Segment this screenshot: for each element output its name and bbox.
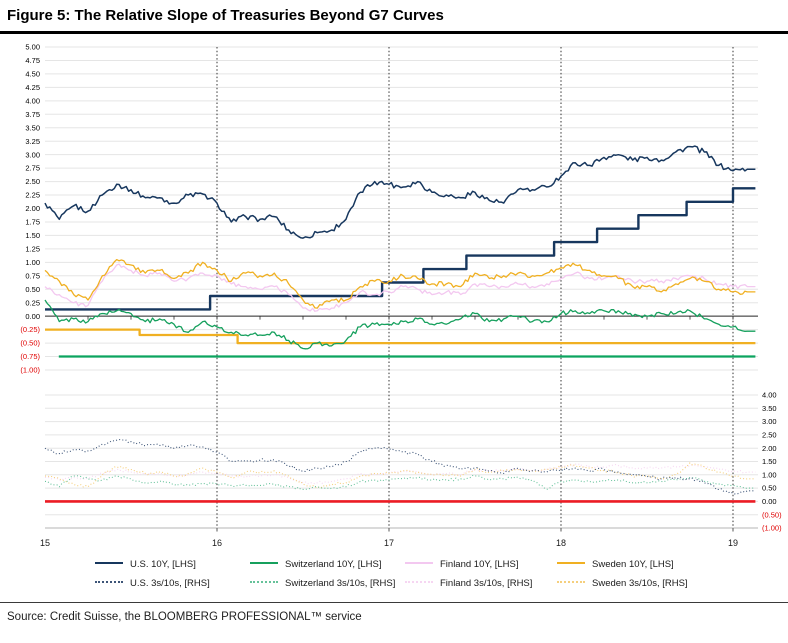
legend-swatch — [405, 562, 433, 564]
year-gridlines — [216, 47, 734, 530]
legend-label: Finland 3s/10s, [RHS] — [440, 578, 533, 589]
legend-item-switzerland-3s-10s-rhs-: Switzerland 3s/10s, [RHS] — [250, 573, 396, 589]
legend-label: Sweden 10Y, [LHS] — [592, 559, 674, 570]
legend-item-finland-10y-lhs-: Finland 10Y, [LHS] — [405, 554, 519, 570]
svg-text:0.25: 0.25 — [25, 298, 40, 307]
legend-item-switzerland-10y-lhs-: Switzerland 10Y, [LHS] — [250, 554, 382, 570]
source-line: Source: Credit Suisse, the BLOOMBERG PRO… — [7, 611, 362, 623]
title-underline — [0, 31, 788, 34]
legend-swatch — [405, 581, 433, 583]
svg-text:4.00: 4.00 — [762, 391, 777, 400]
legend-item-u-s-10y-lhs-: U.S. 10Y, [LHS] — [95, 554, 196, 570]
svg-text:0.50: 0.50 — [762, 484, 777, 493]
series-sweden-10y-lhs- — [44, 258, 756, 309]
legend-swatch — [557, 581, 585, 583]
svg-text:3.50: 3.50 — [25, 123, 40, 132]
legend-swatch — [95, 581, 123, 583]
svg-text:0.75: 0.75 — [25, 271, 40, 280]
svg-text:(0.75): (0.75) — [20, 352, 40, 361]
svg-text:5.00: 5.00 — [25, 43, 40, 52]
svg-text:(0.25): (0.25) — [20, 325, 40, 334]
x-axis-labels: 15 16 17 18 19 — [40, 538, 738, 548]
svg-text:3.50: 3.50 — [762, 404, 777, 413]
series-u-s-3s-10s-rhs- — [44, 438, 756, 495]
legend-label: Finland 10Y, [LHS] — [440, 559, 519, 570]
svg-text:17: 17 — [384, 538, 394, 548]
svg-text:4.75: 4.75 — [25, 56, 40, 65]
bottom-axis — [45, 527, 758, 532]
legend-swatch — [250, 562, 278, 564]
series-sweden-3s-10s-rhs- — [44, 462, 756, 489]
svg-text:4.25: 4.25 — [25, 83, 40, 92]
footer-divider — [0, 602, 788, 603]
series-lines — [44, 145, 756, 503]
svg-text:0.00: 0.00 — [762, 497, 777, 506]
svg-text:3.25: 3.25 — [25, 137, 40, 146]
svg-text:1.50: 1.50 — [762, 457, 777, 466]
series-switzerland-3s-10s-rhs- — [45, 474, 756, 491]
svg-text:1.00: 1.00 — [762, 470, 777, 479]
legend-swatch — [557, 562, 585, 564]
svg-text:2.00: 2.00 — [762, 444, 777, 453]
svg-text:0.50: 0.50 — [25, 285, 40, 294]
svg-text:4.00: 4.00 — [25, 96, 40, 105]
svg-text:18: 18 — [556, 538, 566, 548]
svg-text:1.75: 1.75 — [25, 218, 40, 227]
svg-text:(0.50): (0.50) — [762, 510, 782, 519]
svg-text:19: 19 — [728, 538, 738, 548]
svg-text:2.50: 2.50 — [25, 177, 40, 186]
svg-text:2.75: 2.75 — [25, 164, 40, 173]
svg-text:3.00: 3.00 — [762, 417, 777, 426]
series-switzerland-10y-lhs- — [44, 299, 756, 350]
svg-text:1.00: 1.00 — [25, 258, 40, 267]
series-finland-10y-lhs- — [44, 263, 756, 312]
legend-label: U.S. 10Y, [LHS] — [130, 559, 196, 570]
svg-text:16: 16 — [212, 538, 222, 548]
series-finland-3s-10s-rhs- — [44, 463, 756, 485]
legend-label: U.S. 3s/10s, [RHS] — [130, 578, 210, 589]
series-sweden-policy-rate-step- — [45, 328, 756, 345]
svg-text:(0.50): (0.50) — [20, 339, 40, 348]
legend-item-u-s-3s-10s-rhs-: U.S. 3s/10s, [RHS] — [95, 573, 210, 589]
svg-text:(1.00): (1.00) — [20, 366, 40, 375]
legend-label: Switzerland 3s/10s, [RHS] — [285, 578, 396, 589]
legend-item-finland-3s-10s-rhs-: Finland 3s/10s, [RHS] — [405, 573, 533, 589]
axis-tick-labels: 5.00 4.75 4.50 4.25 4.00 3.75 3.50 3.25 3.00 2.75… — [20, 43, 782, 533]
legend-label: Switzerland 10Y, [LHS] — [285, 559, 382, 570]
svg-text:15: 15 — [40, 538, 50, 548]
svg-text:1.25: 1.25 — [25, 244, 40, 253]
legend-swatch — [250, 581, 278, 583]
series-u-s-policy-rate-step- — [45, 187, 756, 311]
series-u-s-10y-lhs- — [44, 145, 756, 239]
legend-label: Sweden 3s/10s, [RHS] — [592, 578, 688, 589]
svg-text:2.25: 2.25 — [25, 191, 40, 200]
svg-text:3.00: 3.00 — [25, 150, 40, 159]
svg-text:1.50: 1.50 — [25, 231, 40, 240]
legend-swatch — [95, 562, 123, 564]
legend-item-sweden-3s-10s-rhs-: Sweden 3s/10s, [RHS] — [557, 573, 688, 589]
svg-text:(1.00): (1.00) — [762, 524, 782, 533]
legend-item-sweden-10y-lhs-: Sweden 10Y, [LHS] — [557, 554, 674, 570]
svg-text:4.50: 4.50 — [25, 70, 40, 79]
svg-text:2.00: 2.00 — [25, 204, 40, 213]
svg-text:2.50: 2.50 — [762, 431, 777, 440]
chart-canvas: 5.00 4.75 4.50 4.25 4.00 3.75 3.50 3.25 3.00 2.75… — [20, 43, 782, 548]
gridlines — [45, 46, 758, 529]
svg-text:3.75: 3.75 — [25, 110, 40, 119]
svg-text:0.00: 0.00 — [25, 312, 40, 321]
figure-title: Figure 5: The Relative Slope of Treasuri… — [7, 7, 444, 24]
